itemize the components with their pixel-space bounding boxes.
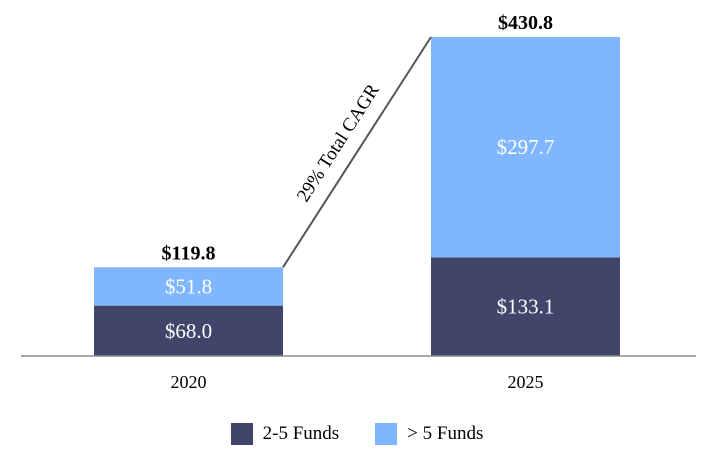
legend-swatch-2-5-funds xyxy=(230,423,253,445)
cagr-connector-line xyxy=(282,36,432,268)
bar-segment-2025-series-0 xyxy=(431,257,620,356)
data-label-2020-series-0: $68.0 xyxy=(165,319,212,343)
legend-item-2-5-funds: 2-5 Funds xyxy=(230,423,340,445)
legend-label-over-5-funds: > 5 Funds xyxy=(407,423,484,444)
legend-label-2-5-funds: 2-5 Funds xyxy=(262,423,340,444)
bar-segment-2020-series-1 xyxy=(94,267,283,306)
legend-swatch-over-5-funds xyxy=(375,423,398,445)
bar-segment-2020-series-0 xyxy=(94,305,283,356)
legend: 2-5 Funds > 5 Funds xyxy=(0,423,714,445)
legend-item-over-5-funds: > 5 Funds xyxy=(375,423,483,445)
data-label-2025-series-1: $297.7 xyxy=(497,135,555,159)
bar-segment-2025-series-1 xyxy=(431,37,620,258)
total-label-2020: $119.8 xyxy=(162,242,216,264)
total-label-2025: $430.8 xyxy=(498,12,553,34)
x-tick-label-2025: 2025 xyxy=(508,372,544,392)
data-label-2025-series-0: $133.1 xyxy=(497,295,555,319)
cagr-annotation: 29% Total CAGR xyxy=(293,80,384,206)
data-label-2020-series-1: $51.8 xyxy=(165,274,212,298)
x-tick-label-2020: 2020 xyxy=(171,372,207,392)
